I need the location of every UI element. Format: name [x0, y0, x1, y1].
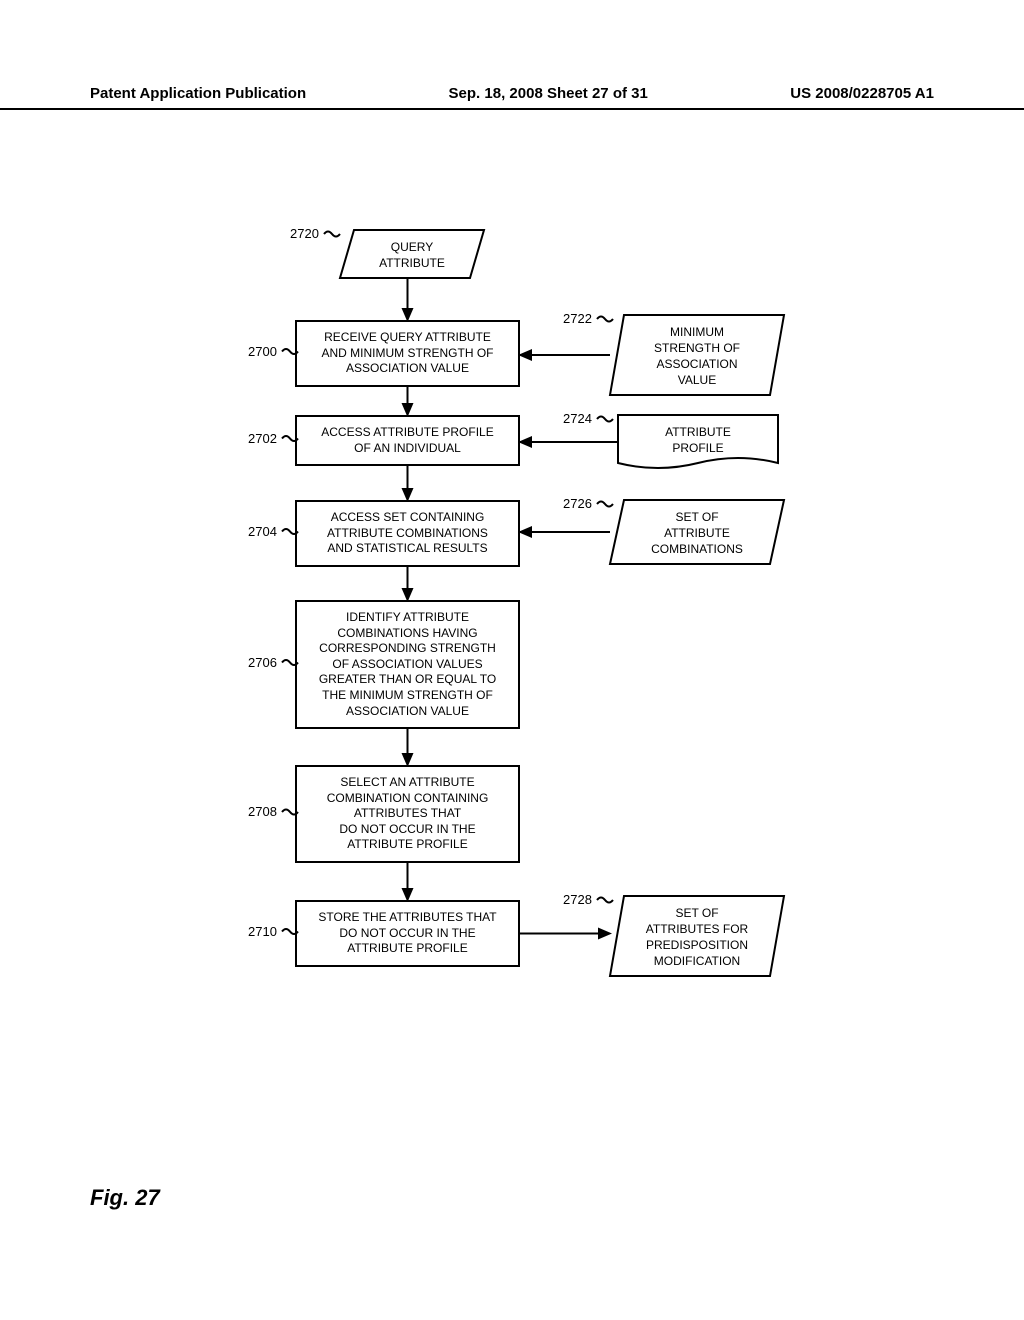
process-n2702: ACCESS ATTRIBUTE PROFILEOF AN INDIVIDUAL: [295, 415, 520, 466]
svg-text:PREDISPOSITION: PREDISPOSITION: [646, 938, 748, 952]
svg-text:MINIMUM: MINIMUM: [670, 325, 724, 339]
ref-n2724: 2724: [563, 411, 592, 428]
process-n2700: RECEIVE QUERY ATTRIBUTEAND MINIMUM STREN…: [295, 320, 520, 387]
header-center: Sep. 18, 2008 Sheet 27 of 31: [449, 85, 648, 102]
ref-n2708: 2708: [248, 804, 277, 821]
svg-text:ATTRIBUTE: ATTRIBUTE: [664, 526, 730, 540]
page-header: Patent Application Publication Sep. 18, …: [0, 85, 1024, 110]
io-n2722: MINIMUM STRENGTH OF ASSOCIATION VALUE: [610, 315, 784, 395]
process-n2706: IDENTIFY ATTRIBUTECOMBINATIONS HAVINGCOR…: [295, 600, 520, 729]
ref-n2710: 2710: [248, 924, 277, 941]
process-n2708: SELECT AN ATTRIBUTECOMBINATION CONTAININ…: [295, 765, 520, 863]
svg-text:QUERY: QUERY: [391, 240, 433, 254]
svg-text:ATTRIBUTE: ATTRIBUTE: [379, 256, 445, 270]
header-left: Patent Application Publication: [90, 85, 306, 102]
svg-text:SET OF: SET OF: [675, 510, 718, 524]
svg-text:MODIFICATION: MODIFICATION: [654, 954, 740, 968]
header-right: US 2008/0228705 A1: [790, 85, 934, 102]
doc-n2724: ATTRIBUTE PROFILE: [618, 415, 778, 468]
ref-n2704: 2704: [248, 524, 277, 541]
svg-text:SET OF: SET OF: [675, 906, 718, 920]
svg-text:VALUE: VALUE: [678, 373, 716, 387]
svg-text:COMBINATIONS: COMBINATIONS: [651, 542, 743, 556]
flowchart-diagram: QUERY ATTRIBUTE MINIMUM STRENGTH OF ASSOCIAT…: [0, 190, 1024, 1240]
process-n2710: STORE THE ATTRIBUTES THATDO NOT OCCUR IN…: [295, 900, 520, 967]
svg-text:PROFILE: PROFILE: [672, 441, 723, 455]
ref-n2706: 2706: [248, 655, 277, 672]
ref-n2722: 2722: [563, 311, 592, 328]
ref-n2726: 2726: [563, 496, 592, 513]
ref-n2700: 2700: [248, 344, 277, 361]
io-n2728: SET OF ATTRIBUTES FOR PREDISPOSITION MODIFI…: [610, 896, 784, 976]
ref-n2702: 2702: [248, 431, 277, 448]
svg-text:ATTRIBUTE: ATTRIBUTE: [665, 425, 731, 439]
svg-text:STRENGTH OF: STRENGTH OF: [654, 341, 740, 355]
figure-label: Fig. 27: [90, 1185, 160, 1211]
svg-text:ASSOCIATION: ASSOCIATION: [656, 357, 737, 371]
process-n2704: ACCESS SET CONTAININGATTRIBUTE COMBINATI…: [295, 500, 520, 567]
ref-n2728: 2728: [563, 892, 592, 909]
io-n2726: SET OF ATTRIBUTE COMBINATIONS: [610, 500, 784, 564]
ref-n2720: 2720: [290, 226, 319, 243]
svg-text:ATTRIBUTES FOR: ATTRIBUTES FOR: [646, 922, 749, 936]
io-n2720: QUERY ATTRIBUTE: [340, 230, 484, 278]
